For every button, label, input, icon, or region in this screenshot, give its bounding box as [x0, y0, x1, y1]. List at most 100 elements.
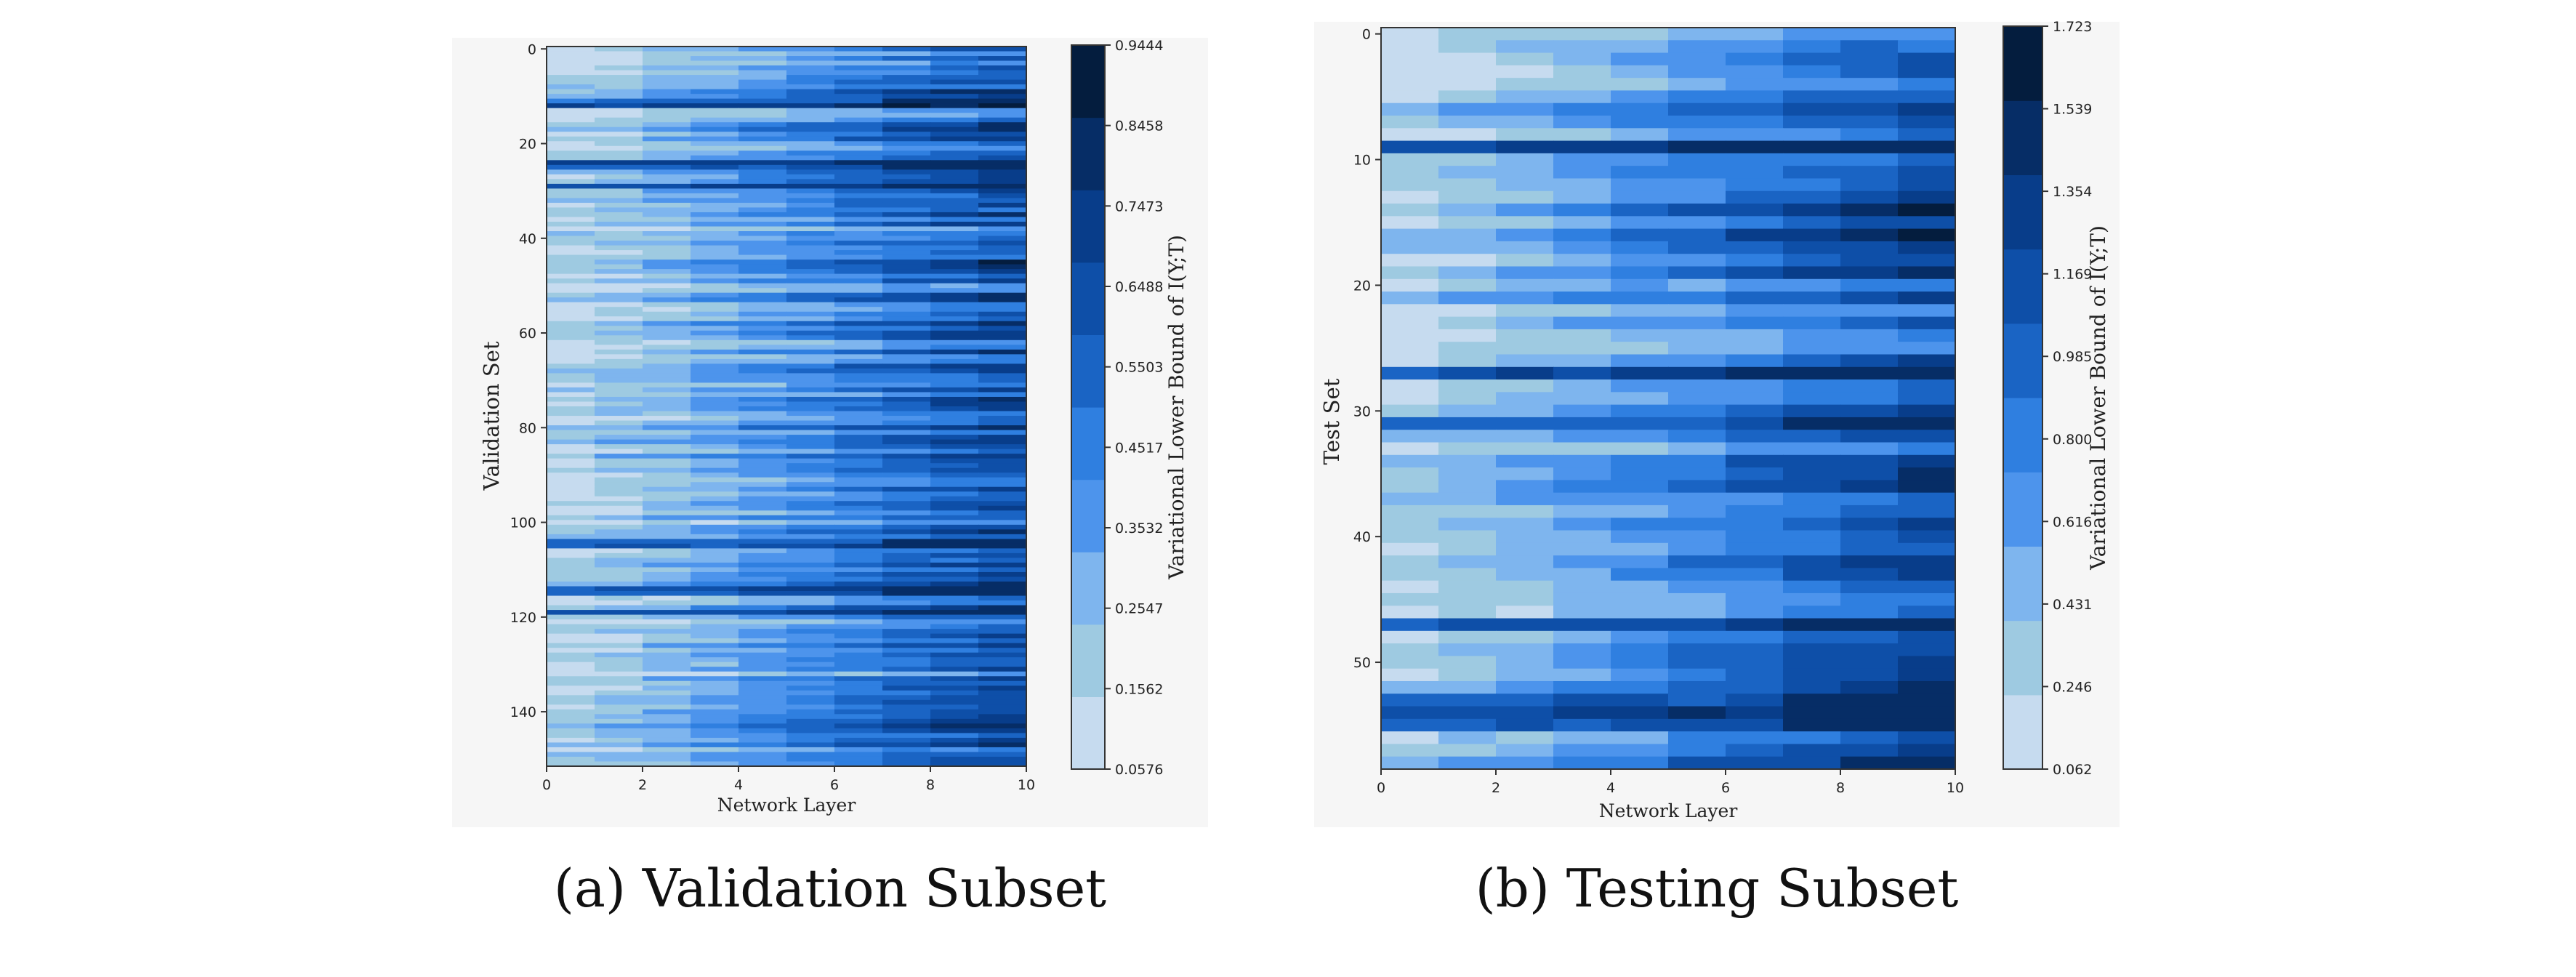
heatmap-cell	[595, 756, 643, 763]
heatmap-cell	[643, 117, 691, 124]
heatmap-cell	[786, 387, 835, 393]
heatmap-cell	[595, 117, 643, 124]
heatmap-cell	[1611, 392, 1669, 406]
heatmap-cell	[1381, 178, 1439, 192]
heatmap-cell	[1840, 454, 1899, 468]
x-tick-label: 8	[926, 777, 935, 793]
heatmap-cell	[738, 65, 787, 71]
heatmap-cell	[1898, 392, 1956, 406]
heatmap-cell	[834, 368, 883, 374]
heatmap-cell	[930, 680, 979, 687]
heatmap-cell	[547, 188, 595, 194]
heatmap-cell	[834, 491, 883, 497]
heatmap-cell	[547, 330, 595, 337]
heatmap-cell	[1668, 542, 1726, 556]
heatmap-cell	[1898, 656, 1956, 670]
heatmap-cell	[882, 401, 931, 407]
heatmap-cell	[882, 269, 931, 275]
heatmap-cell	[1553, 643, 1611, 657]
heatmap-cell	[930, 288, 979, 294]
heatmap-cell	[930, 610, 979, 616]
heatmap-cell	[691, 704, 739, 710]
heatmap-cell	[1553, 744, 1611, 757]
heatmap-cell	[1381, 504, 1439, 519]
heatmap-cell	[882, 288, 931, 294]
heatmap-cell	[834, 467, 883, 473]
heatmap-cell	[691, 136, 739, 142]
heatmap-cell	[1840, 190, 1899, 204]
heatmap-cell	[595, 98, 643, 104]
heatmap-cell	[691, 619, 739, 625]
heatmap-cell	[1496, 404, 1554, 418]
heatmap-cell	[738, 619, 787, 625]
heatmap-cell	[643, 718, 691, 725]
heatmap-cell	[1898, 744, 1956, 757]
heatmap-cell	[786, 198, 835, 204]
heatmap-cell	[1496, 680, 1554, 695]
heatmap-cell	[643, 571, 691, 578]
heatmap-cell	[595, 534, 643, 540]
heatmap-cell	[643, 183, 691, 190]
heatmap-cell	[978, 662, 1027, 668]
heatmap-cell	[882, 217, 931, 222]
heatmap-cell	[643, 339, 691, 346]
heatmap-cell	[1438, 342, 1497, 355]
heatmap-cell	[834, 89, 883, 95]
heatmap-cell	[1726, 52, 1784, 66]
heatmap-cell	[1438, 643, 1497, 657]
x-tick-label: 6	[830, 777, 839, 793]
heatmap-cell	[1726, 492, 1784, 506]
heatmap-cell	[834, 377, 883, 384]
heatmap-cell	[930, 416, 979, 422]
heatmap-cell	[786, 241, 835, 246]
heatmap-cell	[786, 401, 835, 407]
heatmap-cell	[738, 132, 787, 137]
heatmap-cell	[1381, 78, 1439, 92]
heatmap-cell	[691, 150, 739, 156]
heatmap-cell	[691, 377, 739, 384]
heatmap-cell	[547, 387, 595, 393]
heatmap-cell	[643, 150, 691, 156]
heatmap-cell	[547, 122, 595, 128]
heatmap-cell	[1553, 442, 1611, 456]
heatmap-cell	[1898, 216, 1956, 230]
heatmap-cell	[1726, 542, 1784, 556]
heatmap-cell	[1438, 254, 1497, 268]
heatmap-cell	[834, 695, 883, 701]
heatmap-cell	[1898, 228, 1956, 242]
heatmap-cell	[786, 231, 835, 237]
heatmap-cell	[547, 633, 595, 639]
heatmap-cell	[1898, 706, 1956, 720]
heatmap-cell	[978, 581, 1027, 587]
heatmap-cell	[1898, 504, 1956, 519]
heatmap-cell	[786, 108, 835, 113]
heatmap-cell	[547, 198, 595, 204]
heatmap-cell	[786, 188, 835, 194]
heatmap-cell	[595, 273, 643, 279]
heatmap-cell	[1840, 329, 1899, 343]
heatmap-cell	[691, 103, 739, 109]
heatmap-cell	[978, 435, 1027, 441]
heatmap-cell	[930, 619, 979, 625]
heatmap-cell	[1726, 568, 1784, 582]
heatmap-cell	[834, 264, 883, 270]
heatmap-cell	[882, 505, 931, 512]
heatmap-cell	[834, 624, 883, 630]
heatmap-cell	[595, 198, 643, 204]
heatmap-cell	[595, 477, 643, 483]
heatmap-cell	[930, 278, 979, 284]
heatmap-cell	[691, 212, 739, 218]
heatmap-cell	[978, 416, 1027, 422]
colorbar-band	[1071, 45, 1105, 118]
heatmap-cell	[595, 524, 643, 531]
heatmap-cell	[882, 202, 931, 209]
heatmap-cell	[1783, 518, 1841, 531]
heatmap-cell	[595, 676, 643, 682]
heatmap-cell	[643, 179, 691, 185]
heatmap-cell	[930, 65, 979, 71]
heatmap-cell	[547, 539, 595, 544]
heatmap-cell	[930, 236, 979, 241]
heatmap-cell	[595, 94, 643, 100]
heatmap-cell	[595, 202, 643, 209]
heatmap-cell	[834, 605, 883, 611]
